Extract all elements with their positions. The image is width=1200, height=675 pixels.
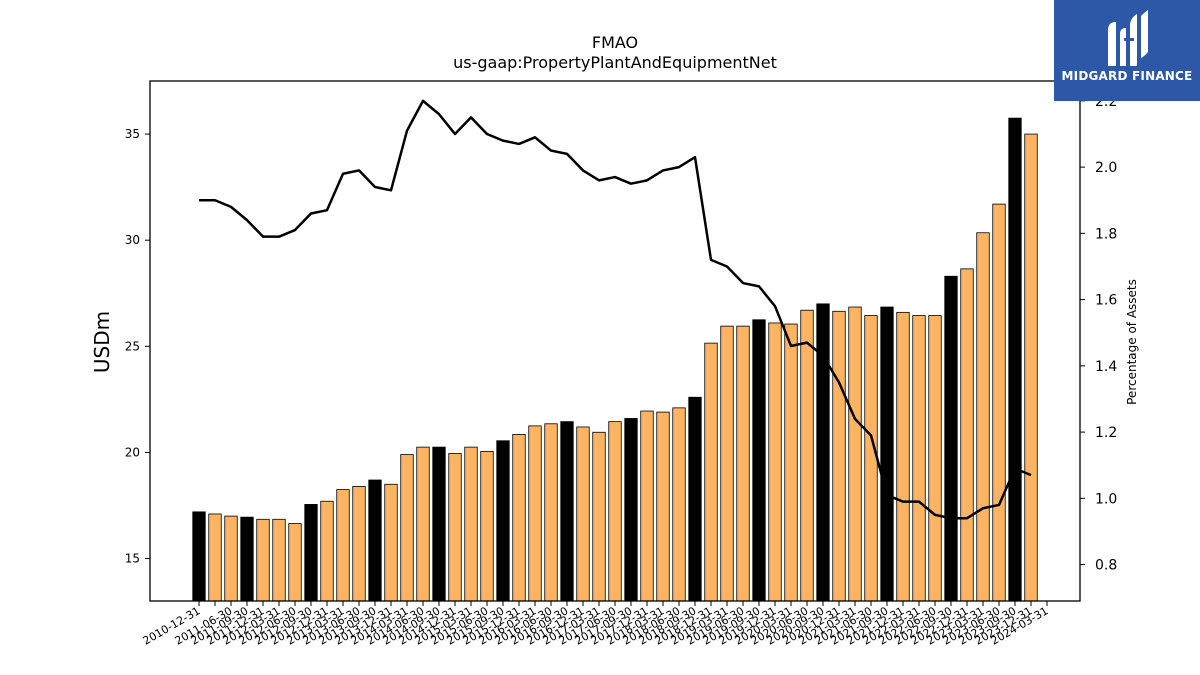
bar (752, 319, 766, 602)
bar (448, 453, 462, 602)
line-layer (199, 99, 1032, 520)
bar (320, 500, 334, 602)
bar (352, 485, 366, 602)
y-tick-label: 25 (125, 339, 140, 353)
y2-tick-label: 1.0 (1095, 491, 1117, 507)
y-axis-label: USDm (90, 311, 114, 373)
bar (1024, 133, 1038, 602)
chart-title: FMAO (591, 33, 639, 52)
bar (848, 306, 862, 602)
bar (256, 518, 270, 602)
y2-tick-label: 2.0 (1095, 160, 1117, 176)
bar (672, 407, 686, 602)
bar (336, 489, 350, 602)
y-tick-label: 15 (125, 552, 140, 566)
bar (784, 323, 798, 602)
bar (480, 450, 494, 602)
bar (976, 232, 990, 602)
bar (912, 315, 926, 602)
bar (864, 315, 878, 602)
bar (688, 396, 702, 602)
bar (240, 516, 254, 602)
bar (720, 325, 734, 602)
y2-tick-label: 1.8 (1095, 226, 1117, 242)
bars-layer (192, 117, 1038, 602)
bar (896, 311, 910, 602)
bar (736, 325, 750, 602)
bar (224, 515, 238, 602)
bar (400, 454, 414, 602)
bar (592, 431, 606, 602)
y-tick-label: 30 (125, 233, 140, 247)
bar (432, 446, 446, 602)
bar (832, 310, 846, 602)
y2-axis-label: Percentage of Assets (1125, 279, 1139, 405)
bar (288, 523, 302, 602)
bar (608, 421, 622, 602)
bar (800, 309, 814, 602)
y2-tick-label: 1.2 (1095, 425, 1117, 441)
bar (1008, 117, 1022, 602)
bar (768, 322, 782, 602)
bar (816, 303, 830, 602)
brand-name: MIDGARD FINANCE (1061, 69, 1193, 83)
bar (960, 268, 974, 602)
y2-tick-label: 0.8 (1095, 558, 1117, 574)
bar (656, 411, 670, 602)
bar (640, 410, 654, 602)
bar (880, 306, 894, 602)
bar (624, 418, 638, 602)
y-tick-label: 20 (125, 445, 140, 459)
y-tick-label: 35 (125, 127, 140, 141)
bar (464, 446, 478, 602)
bar (528, 425, 542, 602)
bar (928, 315, 942, 602)
bar (704, 342, 718, 602)
percentage-line (199, 99, 1032, 520)
bar (544, 423, 558, 602)
bar (272, 518, 286, 602)
brand-badge: MIDGARD FINANCE (1054, 0, 1200, 101)
bar (560, 421, 574, 602)
bar (576, 426, 590, 602)
bar (384, 483, 398, 602)
bar (208, 513, 222, 602)
bar (304, 504, 318, 602)
bar (192, 511, 206, 602)
bar (992, 203, 1006, 602)
bar (496, 440, 510, 602)
chart-subtitle: us-gaap:PropertyPlantAndEquipmentNet (453, 53, 777, 72)
y2-tick-label: 1.6 (1095, 293, 1117, 309)
midgard-logo-icon (1108, 10, 1148, 66)
bar (512, 433, 526, 602)
y2-tick-label: 1.4 (1095, 359, 1117, 375)
bar (944, 275, 958, 602)
bar (416, 446, 430, 602)
bar (368, 479, 382, 602)
